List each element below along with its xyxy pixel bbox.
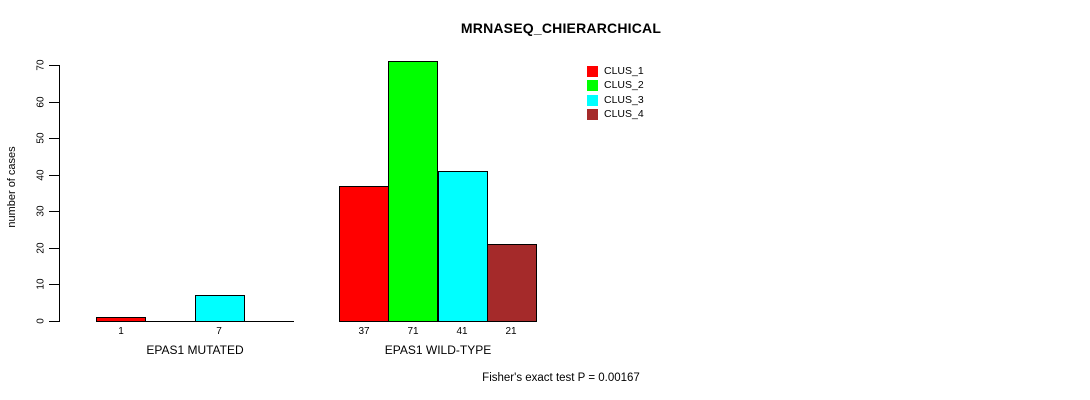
legend-swatch xyxy=(587,80,598,91)
legend-label: CLUS_4 xyxy=(604,108,644,120)
y-tick-label: 70 xyxy=(35,59,47,71)
y-tick xyxy=(49,211,59,212)
chart-title: MRNASEQ_CHIERARCHICAL xyxy=(460,20,662,36)
x-group-label: EPAS1 WILD-TYPE xyxy=(384,343,492,357)
y-tick-label: 60 xyxy=(35,96,47,108)
bar-value-label: 1 xyxy=(118,326,124,337)
bar-value-label: 7 xyxy=(216,326,222,337)
bar xyxy=(487,244,537,322)
y-tick xyxy=(49,138,59,139)
y-tick xyxy=(49,284,59,285)
y-tick-label: 30 xyxy=(35,205,47,217)
bar-value-label: 71 xyxy=(407,326,419,337)
legend-swatch xyxy=(587,109,598,120)
y-tick-label: 40 xyxy=(35,169,47,181)
bar xyxy=(388,61,438,322)
y-tick-label: 10 xyxy=(35,278,47,290)
y-tick-label: 0 xyxy=(35,318,47,324)
y-tick xyxy=(49,248,59,249)
y-axis-label: number of cases xyxy=(6,146,18,228)
x-group-label: EPAS1 MUTATED xyxy=(146,343,244,357)
legend-label: CLUS_2 xyxy=(604,79,644,91)
bar-value-label: 21 xyxy=(505,326,517,337)
legend-swatch xyxy=(587,66,598,77)
y-tick-label: 20 xyxy=(35,242,47,254)
legend-label: CLUS_3 xyxy=(604,94,644,106)
legend-label: CLUS_1 xyxy=(604,65,644,77)
y-axis-line xyxy=(59,65,60,322)
bar xyxy=(438,171,488,322)
y-tick xyxy=(49,65,59,66)
bar-value-label: 37 xyxy=(358,326,370,337)
y-tick-label: 50 xyxy=(35,132,47,144)
bar xyxy=(195,295,245,322)
bar xyxy=(96,317,146,322)
y-tick xyxy=(49,175,59,176)
bar xyxy=(339,186,389,322)
fisher-test-annotation: Fisher's exact test P = 0.00167 xyxy=(482,372,640,384)
y-tick xyxy=(49,102,59,103)
legend-swatch xyxy=(587,95,598,106)
y-tick xyxy=(49,321,59,322)
bar-value-label: 41 xyxy=(456,326,468,337)
